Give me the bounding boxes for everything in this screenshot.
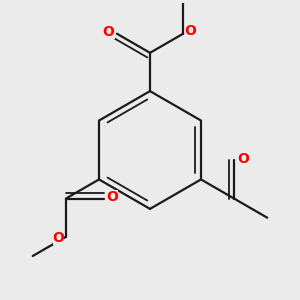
Text: O: O — [106, 190, 118, 204]
Text: O: O — [184, 24, 196, 38]
Text: O: O — [52, 231, 64, 245]
Text: O: O — [237, 152, 249, 166]
Text: O: O — [103, 25, 115, 39]
